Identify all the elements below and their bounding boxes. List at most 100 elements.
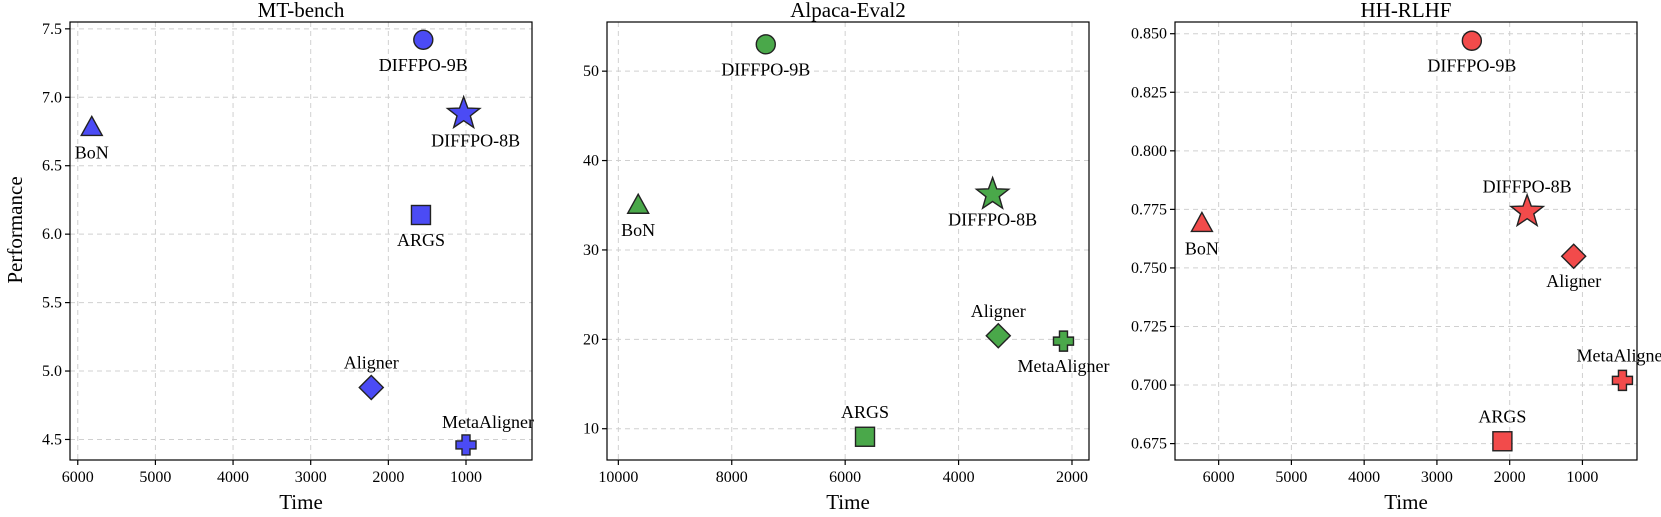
data-point: BoN [75,114,109,162]
y-tick-label: 20 [583,331,599,348]
point-marker-plus [1611,369,1634,392]
x-tick-label: 4000 [943,469,975,486]
chart-title: Alpaca-Eval2 [790,0,905,22]
point-marker-circle [1461,30,1483,51]
point-label: BoN [1185,238,1219,258]
point-marker-diamond [985,322,1012,349]
data-point: Aligner [971,301,1026,349]
data-point: DIFFPO-9B [379,29,468,75]
x-axis-label: Time [1384,490,1428,514]
data-point: DIFFPO-9B [1427,30,1516,76]
point-label: BoN [621,220,655,240]
y-tick-label: 7.0 [42,89,62,106]
x-tick-label: 4000 [1348,469,1380,486]
data-point: MetaAligner [1017,330,1109,376]
x-tick-label: 1000 [1566,469,1598,486]
point-label: ARGS [1478,406,1526,426]
data-point: DIFFPO-8B [431,94,520,151]
point-label: DIFFPO-8B [1483,177,1572,197]
point-label: MetaAligner [1017,356,1109,376]
point-marker-square [410,204,432,226]
point-label: DIFFPO-9B [721,59,810,79]
point-label: MetaAligner [442,412,534,432]
point-marker-circle [413,29,434,50]
y-tick-label: 4.5 [42,431,62,448]
point-marker-triangle [626,192,650,214]
data-point: Aligner [344,352,399,401]
data-point: MetaAligner [442,412,534,456]
plot-frame [1174,21,1638,461]
y-tick-label: 0.825 [1131,84,1167,101]
chart-panel: 6000 5000 4000 3000 2000 1000 0.675 0.700 0.725 0… [1131,0,1661,514]
chart-panel: 10000 8000 6000 4000 2000 10 20 30 40 50 Alpaca-Ev… [583,0,1109,514]
x-tick-label: 5000 [139,469,171,486]
point-marker-star [445,94,482,130]
y-tick-label: 0.750 [1131,260,1167,277]
x-tick-label: 8000 [716,469,748,486]
point-label: ARGS [397,230,445,250]
x-tick-label: 6000 [1203,469,1235,486]
y-tick-label: 30 [583,242,599,259]
y-tick-label: 6.5 [42,158,62,175]
data-point: ARGS [397,204,445,250]
y-tick-label: 5.5 [42,295,62,312]
point-marker-star [974,175,1011,210]
point-marker-triangle [80,114,104,137]
point-label: Aligner [971,301,1026,321]
point-marker-square [1492,431,1513,452]
point-label: ARGS [841,402,889,422]
point-marker-plus [455,434,477,456]
x-tick-label: 1000 [450,469,482,486]
y-tick-label: 0.700 [1131,377,1167,394]
x-tick-label: 4000 [217,469,249,486]
point-marker-plus [1052,330,1075,352]
x-tick-label: 2000 [1494,469,1526,486]
data-point: MetaAligner [1576,345,1661,392]
data-point: ARGS [841,402,889,447]
y-tick-label: 0.775 [1131,201,1167,218]
point-marker-star [1509,192,1546,228]
x-axis-label: Time [279,490,323,514]
point-marker-diamond [358,374,385,401]
data-point: ARGS [1478,406,1526,452]
data-point: DIFFPO-8B [948,175,1037,230]
y-tick-label: 5.0 [42,363,62,380]
chart-title: HH-RLHF [1360,0,1451,22]
y-tick-label: 40 [583,153,599,170]
point-marker-square [854,426,876,447]
plot-frame [69,21,533,461]
point-marker-triangle [1190,210,1214,233]
y-tick-label: 10 [583,421,599,438]
point-label: Aligner [344,352,399,372]
x-tick-label: 5000 [1275,469,1307,486]
point-label: BoN [75,142,109,162]
x-tick-label: 2000 [1056,469,1088,486]
y-tick-label: 6.0 [42,226,62,243]
data-point: DIFFPO-9B [721,34,810,79]
chart-title: MT-bench [258,0,345,22]
data-point: BoN [1185,210,1219,258]
x-tick-label: 2000 [372,469,404,486]
figure-y-axis-label: Performance [3,176,27,283]
x-tick-label: 3000 [295,469,327,486]
y-tick-label: 0.800 [1131,143,1167,160]
y-tick-label: 0.725 [1131,318,1167,335]
chart-panel: 6000 5000 4000 3000 2000 1000 4.5 5.0 5.5 6.0 6.5 7… [42,0,534,514]
data-point: BoN [621,192,655,240]
point-label: Aligner [1546,271,1601,291]
x-tick-label: 6000 [829,469,861,486]
plot-frame [606,21,1090,461]
point-marker-diamond [1560,243,1587,270]
x-tick-label: 10000 [598,469,638,486]
point-label: DIFFPO-8B [431,131,520,151]
x-tick-label: 6000 [62,469,94,486]
point-marker-circle [755,34,776,55]
point-label: DIFFPO-9B [379,55,468,75]
data-point: DIFFPO-8B [1483,177,1572,228]
y-tick-label: 0.675 [1131,436,1167,453]
y-tick-label: 50 [583,63,599,80]
x-tick-label: 3000 [1421,469,1453,486]
y-tick-label: 0.850 [1131,26,1167,43]
x-axis-label: Time [826,490,870,514]
